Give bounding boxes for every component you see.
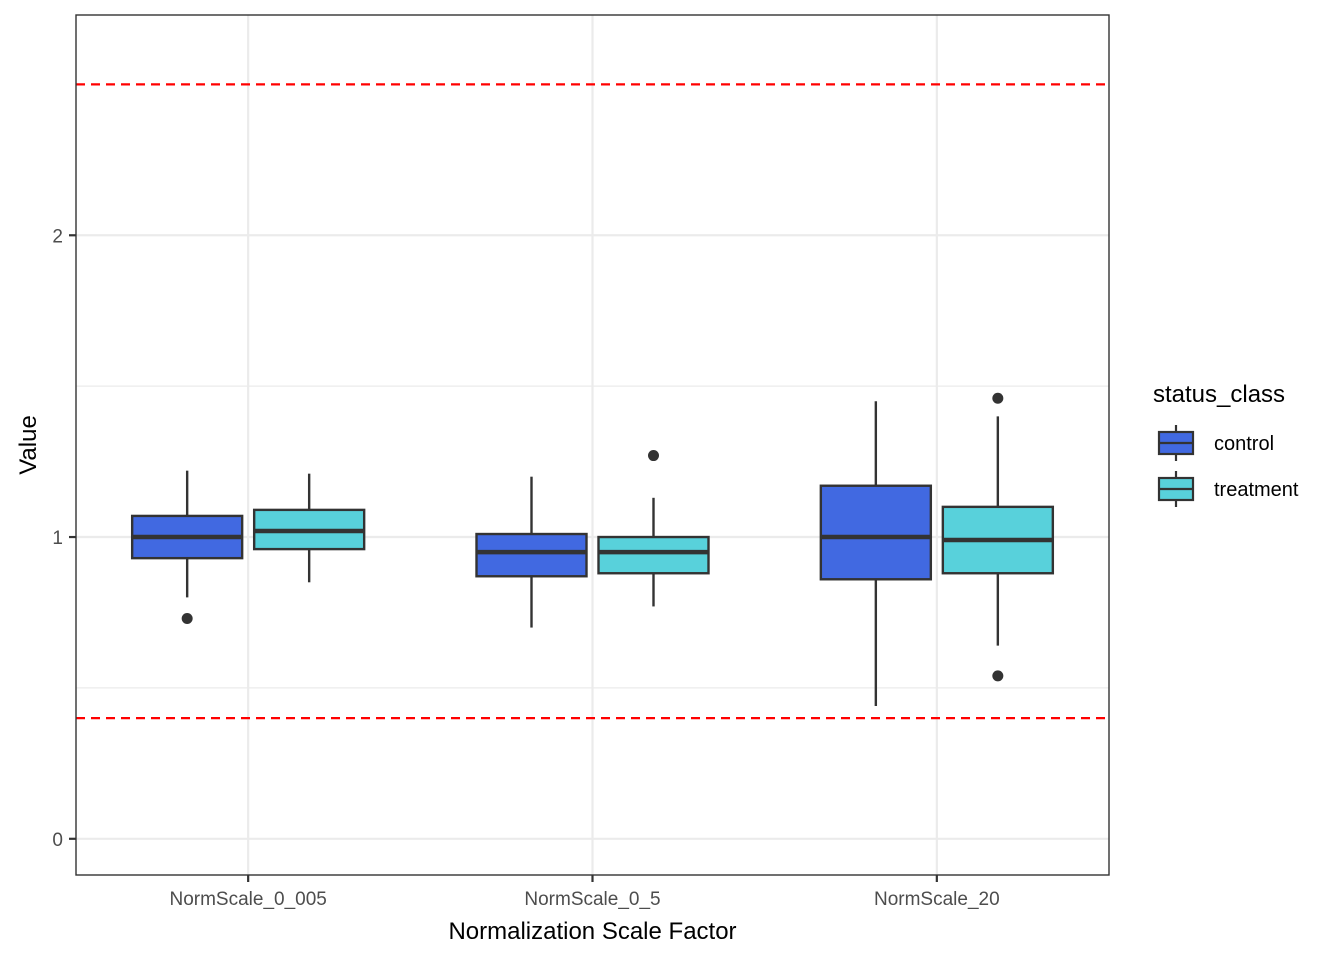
y-tick-label: 0 <box>52 830 63 851</box>
legend-title: status_class <box>1153 381 1285 408</box>
y-axis-title: Value <box>15 415 42 475</box>
x-tick-label: NormScale_20 <box>874 889 1000 910</box>
box-body <box>475 532 588 578</box>
x-tick-label: NormScale_0_005 <box>169 889 326 910</box>
y-tick-label: 1 <box>52 528 63 549</box>
box-control-NormScale_0_005 <box>130 470 244 625</box>
outlier-point <box>992 670 1004 682</box>
legend-label: control <box>1214 433 1274 455</box>
grid <box>76 15 1109 875</box>
outlier-point <box>992 392 1004 404</box>
box-treatment-NormScale_0_005 <box>252 473 366 583</box>
y-tick-label: 2 <box>52 226 63 247</box>
box-body <box>597 535 710 575</box>
box-control-NormScale_20 <box>819 401 933 707</box>
legend-label: treatment <box>1214 479 1299 501</box>
box-control-NormScale_0_5 <box>475 476 588 628</box>
box-treatment-NormScale_0_5 <box>597 450 710 607</box>
legend-item-control: control <box>1157 425 1274 461</box>
x-tick-label: NormScale_0_5 <box>524 889 660 910</box>
outlier-point <box>648 450 659 462</box>
box-treatment-NormScale_20 <box>941 392 1055 682</box>
legend-item-treatment: treatment <box>1157 471 1299 507</box>
outlier-point <box>181 613 193 625</box>
x-axis-title: Normalization Scale Factor <box>448 918 736 945</box>
box-body <box>819 484 933 581</box>
